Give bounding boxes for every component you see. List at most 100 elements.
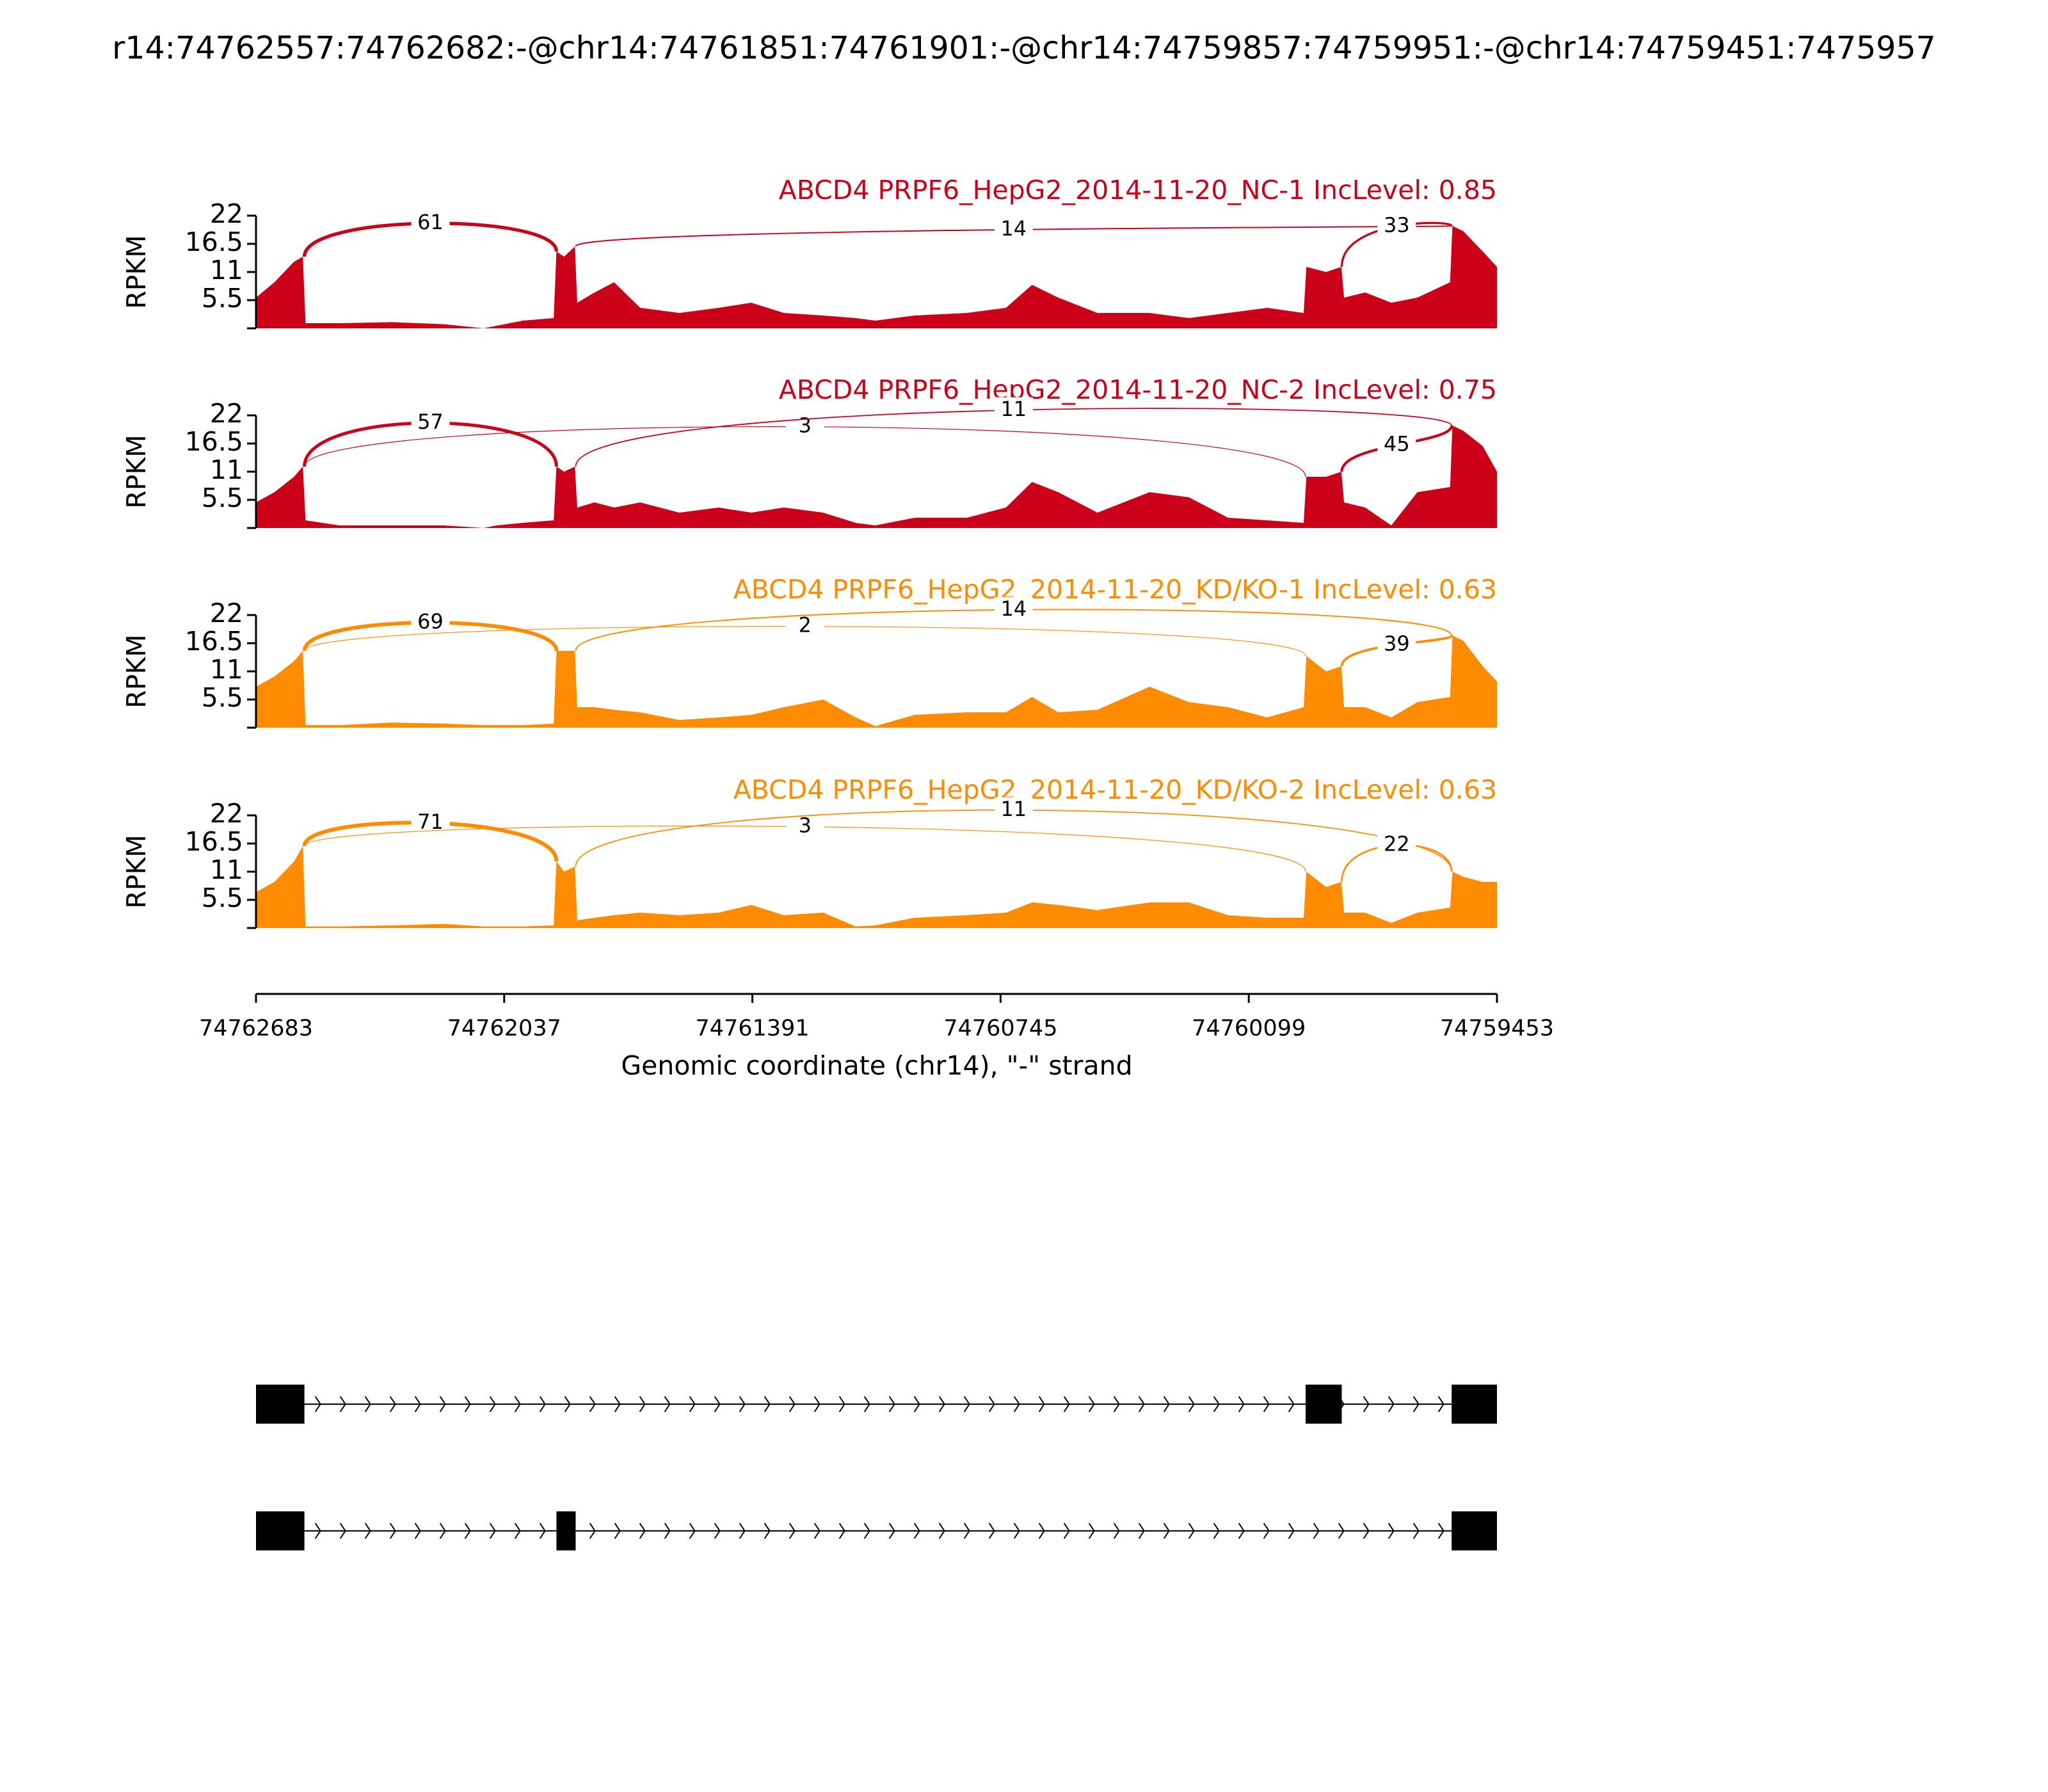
strand-chevron (414, 1396, 421, 1412)
x-tick-label: 74759453 (1440, 1016, 1554, 1041)
junction-label-box (1377, 213, 1416, 239)
strand-chevron (1238, 1523, 1245, 1539)
chart-title: r14:74762557:74762682:-@chr14:74761851:7… (112, 30, 1936, 67)
strand-chevron (938, 1396, 945, 1412)
strand-chevron (539, 1523, 546, 1539)
strand-chevron (489, 1523, 496, 1539)
exon (256, 1384, 305, 1424)
junction-label-box (994, 596, 1033, 623)
strand-chevron (788, 1523, 796, 1539)
exon (556, 1511, 576, 1551)
strand-chevron (689, 1396, 696, 1412)
y-tick-label: 22 (210, 198, 243, 229)
junction-label-box (1377, 632, 1416, 658)
coverage-area (256, 226, 1497, 328)
strand-chevron (913, 1523, 920, 1539)
junction-label: 2 (799, 613, 812, 637)
junction-label: 39 (1384, 631, 1410, 655)
junction-label: 69 (417, 609, 444, 634)
strand-chevron (1313, 1523, 1320, 1539)
strand-chevron (364, 1396, 371, 1412)
strand-chevron (1138, 1523, 1145, 1539)
junction-label-box (411, 609, 450, 636)
strand-chevron (1038, 1396, 1045, 1412)
strand-chevron (539, 1396, 546, 1412)
strand-chevron (888, 1396, 895, 1412)
strand-chevron (1063, 1396, 1070, 1412)
strand-chevron (589, 1396, 596, 1412)
strand-chevron (1188, 1523, 1195, 1539)
strand-chevron (339, 1523, 346, 1539)
strand-chevron (1013, 1523, 1020, 1539)
strand-chevron (564, 1396, 571, 1412)
junction-label-box (411, 410, 450, 436)
y-tick-label: 11 (210, 654, 243, 685)
exon (1452, 1511, 1497, 1551)
strand-chevron (464, 1523, 471, 1539)
strand-chevron (1038, 1523, 1045, 1539)
strand-chevron (1088, 1396, 1095, 1412)
y-axis-label: RPKM (121, 634, 152, 708)
exon (1306, 1384, 1342, 1424)
strand-chevron (838, 1396, 845, 1412)
strand-chevron (739, 1523, 746, 1539)
strand-chevron (1088, 1523, 1095, 1539)
strand-chevron (314, 1523, 321, 1539)
y-tick-label: 5.5 (202, 483, 243, 513)
strand-chevron (888, 1523, 895, 1539)
panel-label: ABCD4 PRPF6_HepG2_2014-11-20_NC-1 IncLev… (779, 175, 1497, 205)
strand-chevron (1437, 1396, 1444, 1412)
coverage-area (256, 846, 1497, 928)
strand-chevron (1213, 1396, 1220, 1412)
x-tick-label: 74761391 (696, 1016, 810, 1041)
strand-chevron (439, 1523, 446, 1539)
strand-chevron (1213, 1523, 1220, 1539)
junction-label: 14 (1000, 596, 1027, 621)
y-axis-label: RPKM (121, 435, 152, 508)
strand-chevron (764, 1523, 771, 1539)
y-tick-label: 11 (210, 454, 243, 485)
strand-chevron (514, 1396, 521, 1412)
coverage-area (256, 636, 1497, 728)
y-tick-label: 22 (210, 598, 243, 628)
strand-chevron (339, 1396, 346, 1412)
y-axis-label: RPKM (121, 835, 152, 908)
strand-chevron (614, 1523, 621, 1539)
junction-label-box (994, 797, 1033, 823)
junction-label: 45 (1384, 431, 1410, 456)
y-tick-label: 16.5 (185, 626, 243, 657)
strand-chevron (1288, 1396, 1295, 1412)
junction-label-box (785, 813, 824, 840)
panel-label: ABCD4 PRPF6_HepG2_2014-11-20_KD/KO-2 Inc… (733, 774, 1497, 805)
junction-label-box (785, 613, 824, 639)
strand-chevron (1288, 1523, 1295, 1539)
x-tick-label: 74762683 (199, 1016, 313, 1041)
strand-chevron (489, 1396, 496, 1412)
strand-chevron (1113, 1396, 1120, 1412)
y-tick-label: 5.5 (202, 283, 243, 314)
x-tick-label: 74760745 (943, 1016, 1057, 1041)
junction-label-box (994, 216, 1033, 243)
strand-chevron (1388, 1523, 1395, 1539)
y-tick-label: 11 (210, 255, 243, 285)
strand-chevron (1163, 1523, 1170, 1539)
junction-label-box (1377, 432, 1416, 458)
strand-chevron (838, 1523, 845, 1539)
y-tick-label: 22 (210, 798, 243, 829)
junction-label: 71 (417, 810, 444, 834)
strand-chevron (464, 1396, 471, 1412)
junction-label: 14 (1000, 216, 1027, 241)
y-axis-label: RPKM (121, 235, 152, 308)
junction-label: 3 (799, 813, 812, 838)
strand-chevron (938, 1523, 945, 1539)
strand-chevron (714, 1523, 721, 1539)
strand-chevron (963, 1396, 970, 1412)
y-tick-label: 16.5 (185, 426, 243, 457)
strand-chevron (1163, 1396, 1170, 1412)
x-tick-label: 74762037 (447, 1016, 561, 1041)
strand-chevron (863, 1396, 870, 1412)
x-tick-label: 74760099 (1192, 1016, 1306, 1041)
junction-label: 11 (1000, 797, 1027, 821)
strand-chevron (589, 1523, 596, 1539)
